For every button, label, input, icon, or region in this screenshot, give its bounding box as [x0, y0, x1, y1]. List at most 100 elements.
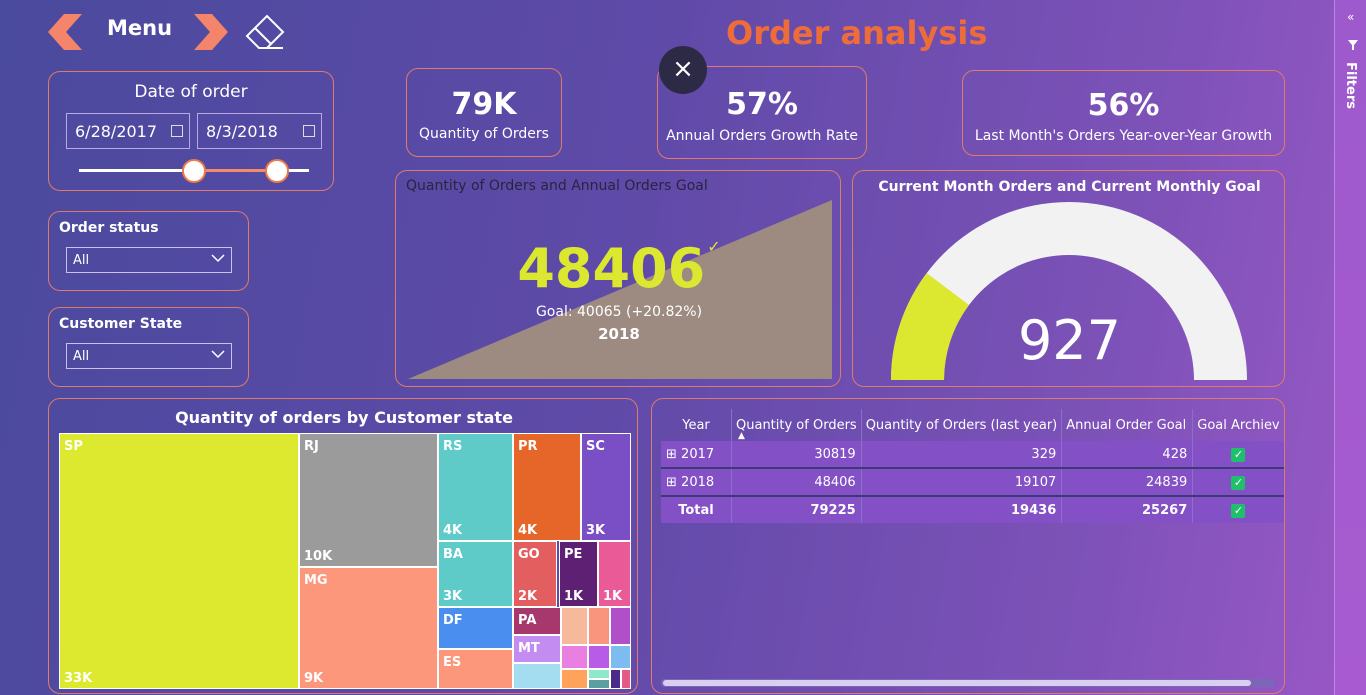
gauge-value: 927: [1017, 309, 1122, 372]
quantity-cell: 48406: [731, 468, 862, 497]
column-header-quantity-label: Quantity of Orders: [736, 417, 857, 433]
treemap-cell-rj[interactable]: RJ 10K: [299, 433, 438, 567]
year-cell: 2017: [681, 446, 715, 462]
treemap-cell-small[interactable]: [561, 669, 588, 689]
page-title: Order analysis: [726, 14, 988, 52]
treemap-cell-small[interactable]: [588, 679, 610, 689]
treemap-cell-sc[interactable]: SC 3K: [581, 433, 631, 541]
treemap-cell-small[interactable]: [588, 607, 610, 645]
menu-label[interactable]: Menu: [107, 16, 173, 40]
table-row: ⊞ 2018 48406 19107 24839 ✓: [661, 468, 1284, 497]
treemap-cell-label: SP: [64, 439, 83, 454]
treemap-cell-mt[interactable]: MT: [513, 635, 561, 663]
column-header-goal[interactable]: Annual Order Goal: [1061, 409, 1194, 441]
total-label: Total: [661, 496, 732, 523]
kpi-label: Annual Orders Growth Rate: [666, 128, 858, 144]
annual-goal-title: Quantity of Orders and Annual Orders Goa…: [406, 178, 708, 194]
start-slider-handle[interactable]: [182, 159, 206, 183]
expand-icon[interactable]: ⊞: [666, 446, 677, 462]
treemap-cell-value: 4K: [443, 523, 463, 538]
treemap-cell-value: 2K: [518, 589, 538, 604]
treemap-cell-rs[interactable]: RS 4K: [438, 433, 513, 541]
collapse-icon[interactable]: «: [1347, 10, 1355, 24]
annual-goal-value: 48406: [517, 237, 706, 300]
treemap-chart: SP 33K RJ 10K MG 9K RS 4K PR 4K SC 3K BA 3K GO 2K PE 1K 1K…: [59, 433, 631, 689]
table-header-row: Year Quantity of Orders ▲ Quantity of Ord…: [661, 409, 1284, 441]
treemap-cell-small[interactable]: [588, 669, 610, 679]
treemap-cell-small[interactable]: [513, 663, 561, 689]
calendar-icon[interactable]: [303, 125, 315, 137]
filters-label[interactable]: Filters: [1343, 62, 1358, 109]
treemap-cell-value: 1K: [564, 589, 584, 604]
column-header-last-year[interactable]: Quantity of Orders (last year): [861, 409, 1063, 441]
treemap-cell-value: 4K: [518, 523, 538, 538]
treemap-card: Quantity of orders by Customer state SP 3…: [48, 398, 638, 694]
treemap-cell-small[interactable]: [610, 607, 631, 645]
forward-arrow-icon[interactable]: [192, 14, 228, 50]
end-slider-handle[interactable]: [265, 159, 289, 183]
treemap-cell-label: PA: [518, 613, 537, 628]
expand-icon[interactable]: ⊞: [666, 474, 677, 490]
treemap-cell-small[interactable]: [561, 645, 588, 669]
treemap-cell-value: 9K: [304, 671, 324, 686]
treemap-cell-label: PR: [518, 439, 538, 454]
treemap-cell-label: SC: [586, 439, 605, 454]
order-status-value: All: [73, 253, 90, 268]
treemap-cell-label: RS: [443, 439, 463, 454]
treemap-cell-small[interactable]: [588, 645, 610, 669]
total-goal: 25267: [1061, 496, 1194, 523]
column-header-quantity[interactable]: Quantity of Orders ▲: [731, 409, 862, 441]
eraser-icon[interactable]: [243, 12, 287, 50]
kpi-card-quantity: 79K Quantity of Orders: [406, 68, 562, 157]
treemap-cell-small[interactable]: [621, 669, 631, 689]
start-date-input[interactable]: 6/28/2017: [66, 113, 190, 149]
chevron-down-icon[interactable]: [211, 347, 225, 361]
treemap-cell-label: MT: [518, 641, 540, 656]
treemap-cell-small[interactable]: [610, 645, 631, 669]
back-arrow-icon[interactable]: [48, 14, 84, 50]
last-year-cell: 19107: [861, 468, 1063, 497]
chevron-down-icon[interactable]: [211, 251, 225, 265]
column-header-goal-achieved[interactable]: Goal Archiev: [1197, 417, 1280, 433]
treemap-cell-pr[interactable]: PR 4K: [513, 433, 581, 541]
close-button[interactable]: ×: [659, 46, 707, 94]
treemap-cell-label: GO: [518, 547, 540, 562]
annual-goal-year: 2018: [598, 325, 640, 343]
treemap-cell-go[interactable]: GO 2K: [513, 541, 557, 607]
date-slicer: Date of order 6/28/2017 8/3/2018: [48, 71, 334, 191]
treemap-cell-value: 10K: [304, 549, 333, 564]
end-date-input[interactable]: 8/3/2018: [197, 113, 322, 149]
treemap-cell-ba[interactable]: BA 3K: [438, 541, 513, 607]
column-header-year[interactable]: Year: [661, 409, 732, 441]
treemap-cell-label: ES: [443, 655, 462, 670]
treemap-cell-mg[interactable]: MG 9K: [299, 567, 438, 689]
customer-state-slicer: Customer State All: [48, 307, 249, 387]
sort-ascending-icon: ▲: [738, 431, 745, 441]
filters-pane[interactable]: « Filters: [1334, 0, 1366, 695]
order-status-slicer: Order status All: [48, 211, 249, 291]
customer-state-title: Customer State: [59, 316, 183, 332]
treemap-cell-pe[interactable]: PE 1K: [559, 541, 598, 607]
trend-area-chart: [408, 200, 832, 379]
checkmark-icon: ✓: [1231, 475, 1246, 490]
order-status-dropdown[interactable]: All: [66, 247, 232, 273]
treemap-cell-other[interactable]: 1K: [598, 541, 631, 607]
kpi-card-yoy: 56% Last Month's Orders Year-over-Year G…: [962, 70, 1285, 156]
treemap-cell-sp[interactable]: SP 33K: [59, 433, 299, 689]
filter-icon: [1348, 40, 1358, 50]
end-date-value: 8/3/2018: [206, 122, 278, 141]
calendar-icon[interactable]: [171, 125, 183, 137]
treemap-cell-es[interactable]: ES: [438, 649, 513, 689]
checkmark-icon: ✓: [1231, 447, 1246, 462]
treemap-cell-df[interactable]: DF: [438, 607, 513, 649]
orders-table: Year Quantity of Orders ▲ Quantity of Ord…: [661, 409, 1284, 523]
customer-state-dropdown[interactable]: All: [66, 343, 232, 369]
scrollbar-thumb[interactable]: [663, 680, 1251, 686]
kpi-value: 57%: [726, 87, 798, 122]
quantity-cell: 30819: [731, 441, 862, 469]
horizontal-scrollbar[interactable]: [661, 679, 1275, 687]
treemap-cell-pa[interactable]: PA: [513, 607, 561, 635]
treemap-cell-small[interactable]: [561, 607, 588, 645]
treemap-cell-small[interactable]: [610, 669, 621, 689]
goal-cell: 428: [1061, 441, 1194, 469]
